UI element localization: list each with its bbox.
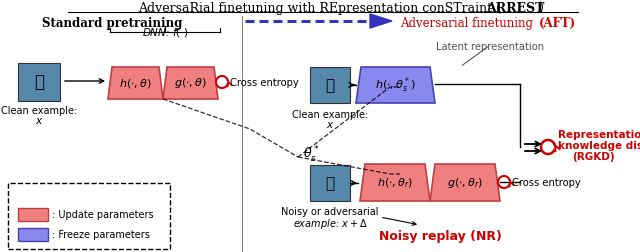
Text: Noisy or adversarial: Noisy or adversarial xyxy=(281,206,379,216)
Text: Standard pretraining: Standard pretraining xyxy=(42,17,182,30)
Text: Cross entropy: Cross entropy xyxy=(512,177,580,187)
Text: Latent representation: Latent representation xyxy=(436,42,544,52)
Text: Cross entropy: Cross entropy xyxy=(230,78,299,88)
Text: 🦈: 🦈 xyxy=(325,78,335,93)
Text: (RGKD): (RGKD) xyxy=(572,151,614,161)
FancyBboxPatch shape xyxy=(18,228,48,241)
Text: 🦈: 🦈 xyxy=(34,73,44,91)
Text: DNN: $f(\cdot)$: DNN: $f(\cdot)$ xyxy=(142,26,188,39)
Polygon shape xyxy=(356,68,435,104)
Text: $h(\cdot,\theta_r)$: $h(\cdot,\theta_r)$ xyxy=(377,175,413,189)
Text: example: $x+\Delta$: example: $x+\Delta$ xyxy=(292,216,367,230)
Text: ARREST: ARREST xyxy=(486,2,545,15)
FancyBboxPatch shape xyxy=(8,183,170,249)
Polygon shape xyxy=(360,164,430,201)
Text: $h(\cdot,\theta)$: $h(\cdot,\theta)$ xyxy=(118,76,152,89)
Text: knowledge distillation: knowledge distillation xyxy=(558,140,640,150)
Text: 🦈: 🦈 xyxy=(325,176,335,191)
Text: AdversaRial finetuning with REpresentation conSTraint (: AdversaRial finetuning with REpresentati… xyxy=(138,2,502,15)
FancyBboxPatch shape xyxy=(310,68,350,104)
Text: ): ) xyxy=(538,2,543,15)
Text: (AFT): (AFT) xyxy=(539,17,576,30)
Text: Clean example:: Clean example: xyxy=(292,110,368,119)
Text: Clean example:: Clean example: xyxy=(1,106,77,115)
FancyBboxPatch shape xyxy=(310,165,350,201)
FancyBboxPatch shape xyxy=(18,64,60,102)
Text: Noisy replay (NR): Noisy replay (NR) xyxy=(379,229,501,242)
Text: $\theta_s^*$: $\theta_s^*$ xyxy=(303,144,319,164)
Polygon shape xyxy=(370,15,392,29)
Polygon shape xyxy=(163,68,218,100)
Text: : Freeze parameters: : Freeze parameters xyxy=(52,229,150,239)
Text: $h(\cdot,\theta_s^*)$: $h(\cdot,\theta_s^*)$ xyxy=(374,75,415,94)
Text: : Update parameters: : Update parameters xyxy=(52,209,154,219)
Text: $g(\cdot,\theta_r)$: $g(\cdot,\theta_r)$ xyxy=(447,175,483,189)
FancyBboxPatch shape xyxy=(18,208,48,221)
Polygon shape xyxy=(108,68,163,100)
Text: $x$: $x$ xyxy=(35,115,44,125)
Text: Representation-guided: Representation-guided xyxy=(558,130,640,139)
Text: $g(\cdot,\theta)$: $g(\cdot,\theta)$ xyxy=(173,76,207,90)
Polygon shape xyxy=(430,164,500,201)
Text: $x$: $x$ xyxy=(326,119,334,130)
Text: Adversarial finetuning: Adversarial finetuning xyxy=(400,17,537,30)
